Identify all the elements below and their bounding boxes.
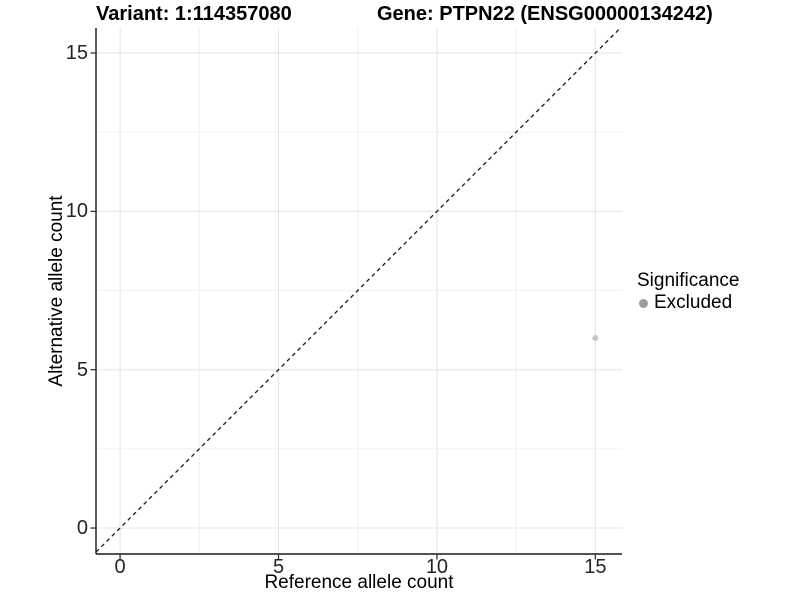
y-tick-label: 5: [76, 358, 88, 381]
x-axis-title: Reference allele count: [264, 572, 454, 593]
plot-title-gene: Gene: PTPN22 (ENSG00000134242): [377, 3, 713, 25]
x-tick-label: 15: [584, 556, 607, 578]
x-tick-label: 0: [114, 556, 126, 578]
y-axis-title: Alternative allele count: [46, 195, 67, 387]
identity-reference-line: [95, 27, 621, 553]
plot-title-variant: Variant: 1:114357080: [96, 3, 292, 25]
y-tick-label: 10: [65, 200, 88, 223]
legend-title: Significance: [637, 270, 740, 291]
y-tick-label: 15: [65, 42, 88, 65]
legend-point-icon: [639, 298, 648, 308]
legend: Significance Excluded: [637, 269, 739, 314]
x-tick-label: 10: [425, 556, 449, 578]
y-tick-label: 0: [76, 517, 88, 540]
legend-item-label: Excluded: [654, 292, 733, 313]
data-point-excluded: [592, 335, 599, 342]
legend-item-excluded: Excluded: [637, 292, 739, 314]
x-tick-label: 5: [272, 556, 285, 578]
